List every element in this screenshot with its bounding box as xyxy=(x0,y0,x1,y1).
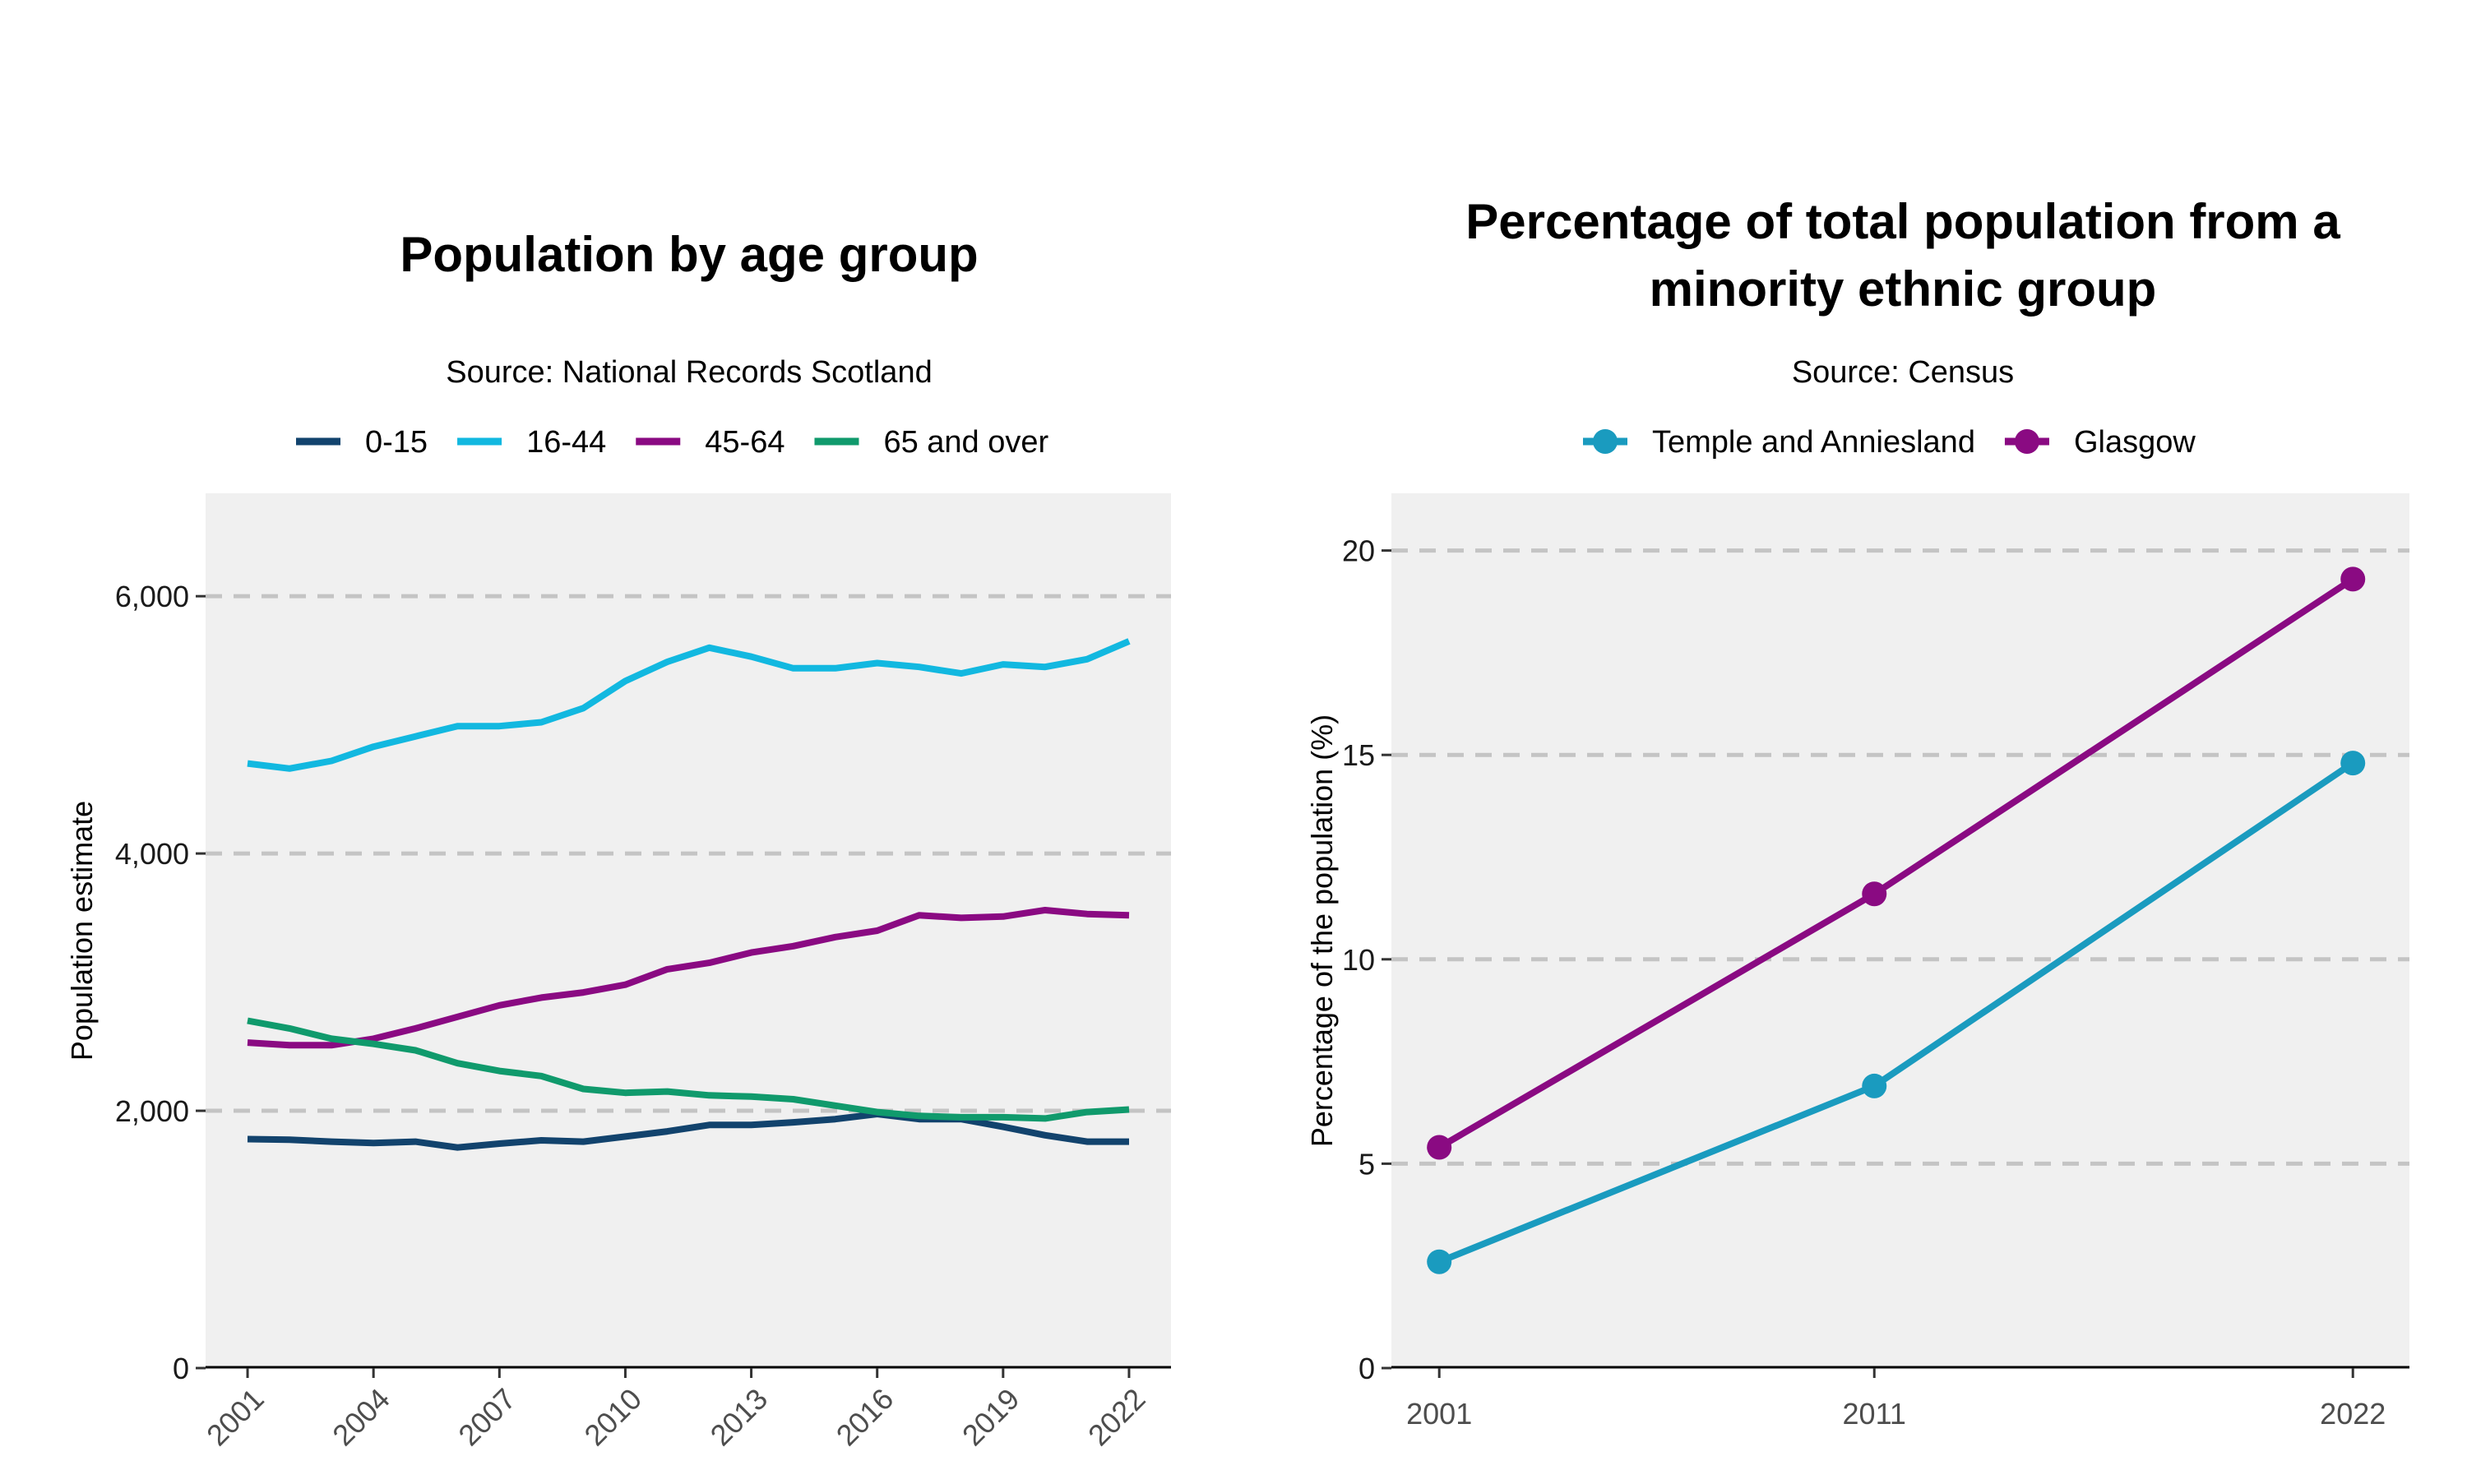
data-point-glasgow xyxy=(2340,566,2366,592)
data-point-temple-and-anniesland xyxy=(1862,1073,1887,1098)
series-line-0-15 xyxy=(247,1111,1129,1151)
plot-panel xyxy=(1391,493,2409,1368)
chart-title: Population by age group xyxy=(400,227,978,282)
legend-item-glasgow: Glasgow xyxy=(2004,425,2196,460)
x-tick-label: 2011 xyxy=(1843,1397,1906,1431)
y-axis: 0 5 10 15 20 xyxy=(1342,534,1391,1385)
y-axis: 0 2,000 4,000 6,000 xyxy=(115,580,206,1385)
series-line-45-64 xyxy=(247,907,1130,1049)
legend-marker xyxy=(2014,429,2039,454)
legend-item-65-and-over: 65 and over xyxy=(814,425,1049,460)
series-line-65-and-over xyxy=(247,1017,1130,1122)
legend-item-16-44: 16-44 xyxy=(457,425,606,460)
legend-label: Glasgow xyxy=(2074,425,2196,460)
gridlines xyxy=(206,594,1171,1113)
plot-panel xyxy=(206,493,1171,1368)
legend-item-0-15: 0-15 xyxy=(296,425,428,460)
chart-minority-ethnic: Percentage of total population from a mi… xyxy=(1305,194,2409,1431)
x-tick-label: 2001 xyxy=(1406,1397,1472,1431)
y-tick-label: 5 xyxy=(1358,1147,1375,1181)
legend-item-temple-and-anniesland: Temple and Anniesland xyxy=(1583,425,1975,460)
legend-label: 0-15 xyxy=(365,425,428,460)
legend-marker xyxy=(1593,429,1618,454)
series-line-16-44 xyxy=(247,638,1131,772)
chart-title-line-1: Percentage of total population from a xyxy=(1465,194,2340,249)
legend-label: 65 and over xyxy=(883,425,1048,460)
chart-legend: 0-15 16-44 45-64 65 and over xyxy=(296,425,1049,460)
y-tick-label: 6,000 xyxy=(115,580,189,613)
legend-item-45-64: 45-64 xyxy=(636,425,785,460)
chart-legend: Temple and Anniesland Glasgow xyxy=(1583,425,2196,460)
series-lines xyxy=(1427,566,2366,1274)
y-tick-label: 0 xyxy=(173,1352,189,1385)
y-axis-label: Population estimate xyxy=(65,801,99,1061)
x-axis: 2001 2011 2022 xyxy=(1406,1368,2386,1431)
gridlines xyxy=(1391,548,2409,1166)
chart-title-line-2: minority ethnic group xyxy=(1650,261,2157,317)
y-tick-label: 2,000 xyxy=(115,1094,189,1128)
y-tick-label: 4,000 xyxy=(115,837,189,871)
series-lines xyxy=(247,638,1131,1151)
legend-label: 45-64 xyxy=(705,425,785,460)
chart-subtitle: Source: Census xyxy=(1792,355,2014,390)
data-point-temple-and-anniesland xyxy=(1427,1249,1452,1274)
y-tick-label: 15 xyxy=(1342,738,1375,772)
y-tick-label: 20 xyxy=(1342,534,1375,568)
y-tick-label: 0 xyxy=(1358,1352,1375,1385)
y-tick-label: 10 xyxy=(1342,943,1375,977)
chart-population-by-age: Population by age group Source: National… xyxy=(65,227,1171,1452)
data-point-glasgow xyxy=(1862,881,1887,907)
legend-label: 16-44 xyxy=(526,425,606,460)
y-axis-label: Percentage of the population (%) xyxy=(1305,714,1339,1147)
data-point-glasgow xyxy=(1427,1135,1452,1160)
legend-label: Temple and Anniesland xyxy=(1652,425,1975,460)
x-tick-label: 2022 xyxy=(2320,1397,2386,1431)
data-point-temple-and-anniesland xyxy=(2340,751,2366,776)
chart-subtitle: Source: National Records Scotland xyxy=(446,355,932,390)
